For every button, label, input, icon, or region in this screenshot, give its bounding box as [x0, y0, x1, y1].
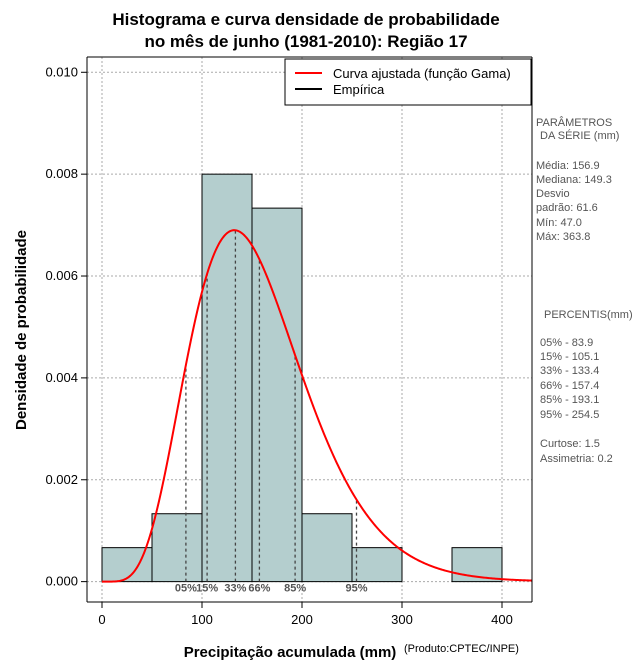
percentile-15: 15% - 105.1 — [540, 351, 599, 363]
param-min: Mín: 47.0 — [536, 217, 582, 229]
percentile-33: 33% - 133.4 — [540, 365, 599, 377]
params-title-1: PARÂMETROS — [536, 116, 612, 129]
percentile-label-66%: 66% — [248, 583, 270, 595]
legend-label-curve: Curva ajustada (função Gama) — [333, 66, 511, 81]
param-median: Mediana: 149.3 — [536, 174, 612, 186]
y-tick-label-1: 0.002 — [45, 472, 78, 487]
y-tick-label-4: 0.008 — [45, 166, 78, 181]
histogram-bar-1 — [151, 513, 203, 583]
x-tick-label-4: 400 — [491, 612, 513, 627]
side-panel: PARÂMETROS DA SÉRIE (mm) Média: 156.9 Me… — [536, 116, 633, 465]
y-tick-labels: 0.000 0.002 0.004 0.006 0.008 0.010 — [45, 64, 87, 589]
param-max: Máx: 363.8 — [536, 231, 590, 243]
params-title-2: DA SÉRIE (mm) — [540, 129, 619, 142]
percentile-label-85%: 85% — [284, 583, 306, 595]
gamma-curve-group — [102, 229, 533, 583]
percentile-label-15%: 15% — [196, 583, 218, 595]
x-axis-title: Precipitação acumulada (mm) — [184, 644, 397, 660]
percentile-label-33%: 33% — [224, 583, 246, 595]
y-tick-label-5: 0.010 — [45, 64, 78, 79]
x-tick-label-3: 300 — [391, 612, 413, 627]
x-tick-labels: 0 100 200 300 400 — [98, 602, 513, 627]
y-tick-label-2: 0.004 — [45, 370, 78, 385]
percentile-label-95%: 95% — [345, 583, 367, 595]
percentile-label-05%: 05% — [175, 583, 197, 595]
x-tick-label-1: 100 — [191, 612, 213, 627]
percentile-labels: 05% 15% 33% 66% 85% 95% — [175, 583, 368, 595]
gamma-curve — [102, 229, 533, 583]
y-tick-label-3: 0.006 — [45, 268, 78, 283]
histogram-bar-3 — [251, 207, 303, 583]
histogram-bars — [101, 173, 503, 583]
param-sd-label: Desvio — [536, 188, 570, 200]
stat-skewness: Assimetria: 0.2 — [540, 453, 613, 465]
histogram-bar-5 — [351, 547, 403, 583]
percentile-95: 95% - 254.5 — [540, 409, 599, 421]
percentile-85: 85% - 193.1 — [540, 394, 599, 406]
y-axis-title: Densidade de probabilidade — [13, 230, 30, 430]
stat-kurtosis: Curtose: 1.5 — [540, 438, 600, 450]
legend: Curva ajustada (função Gama) Empírica — [284, 58, 532, 106]
legend-box — [284, 58, 532, 106]
legend-label-empirical: Empírica — [333, 82, 385, 97]
percentile-lines — [185, 230, 358, 582]
chart-title-line2: no mês de junho (1981-2010): Região 17 — [144, 32, 467, 51]
axes — [86, 56, 533, 603]
percentile-66: 66% - 157.4 — [540, 380, 599, 392]
percentiles-title: PERCENTIS(mm) — [544, 309, 633, 321]
y-tick-label-0: 0.000 — [45, 574, 78, 589]
percentile-05: 05% - 83.9 — [540, 337, 593, 349]
x-tick-label-0: 0 — [98, 612, 105, 627]
x-tick-label-2: 200 — [291, 612, 313, 627]
product-credit: (Produto:CPTEC/INPE) — [404, 643, 519, 655]
param-mean: Média: 156.9 — [536, 160, 600, 172]
histogram-bar-4 — [301, 513, 353, 583]
chart-title-line1: Histograma e curva densidade de probabil… — [112, 10, 499, 29]
param-sd-value: padrão: 61.6 — [536, 202, 598, 214]
